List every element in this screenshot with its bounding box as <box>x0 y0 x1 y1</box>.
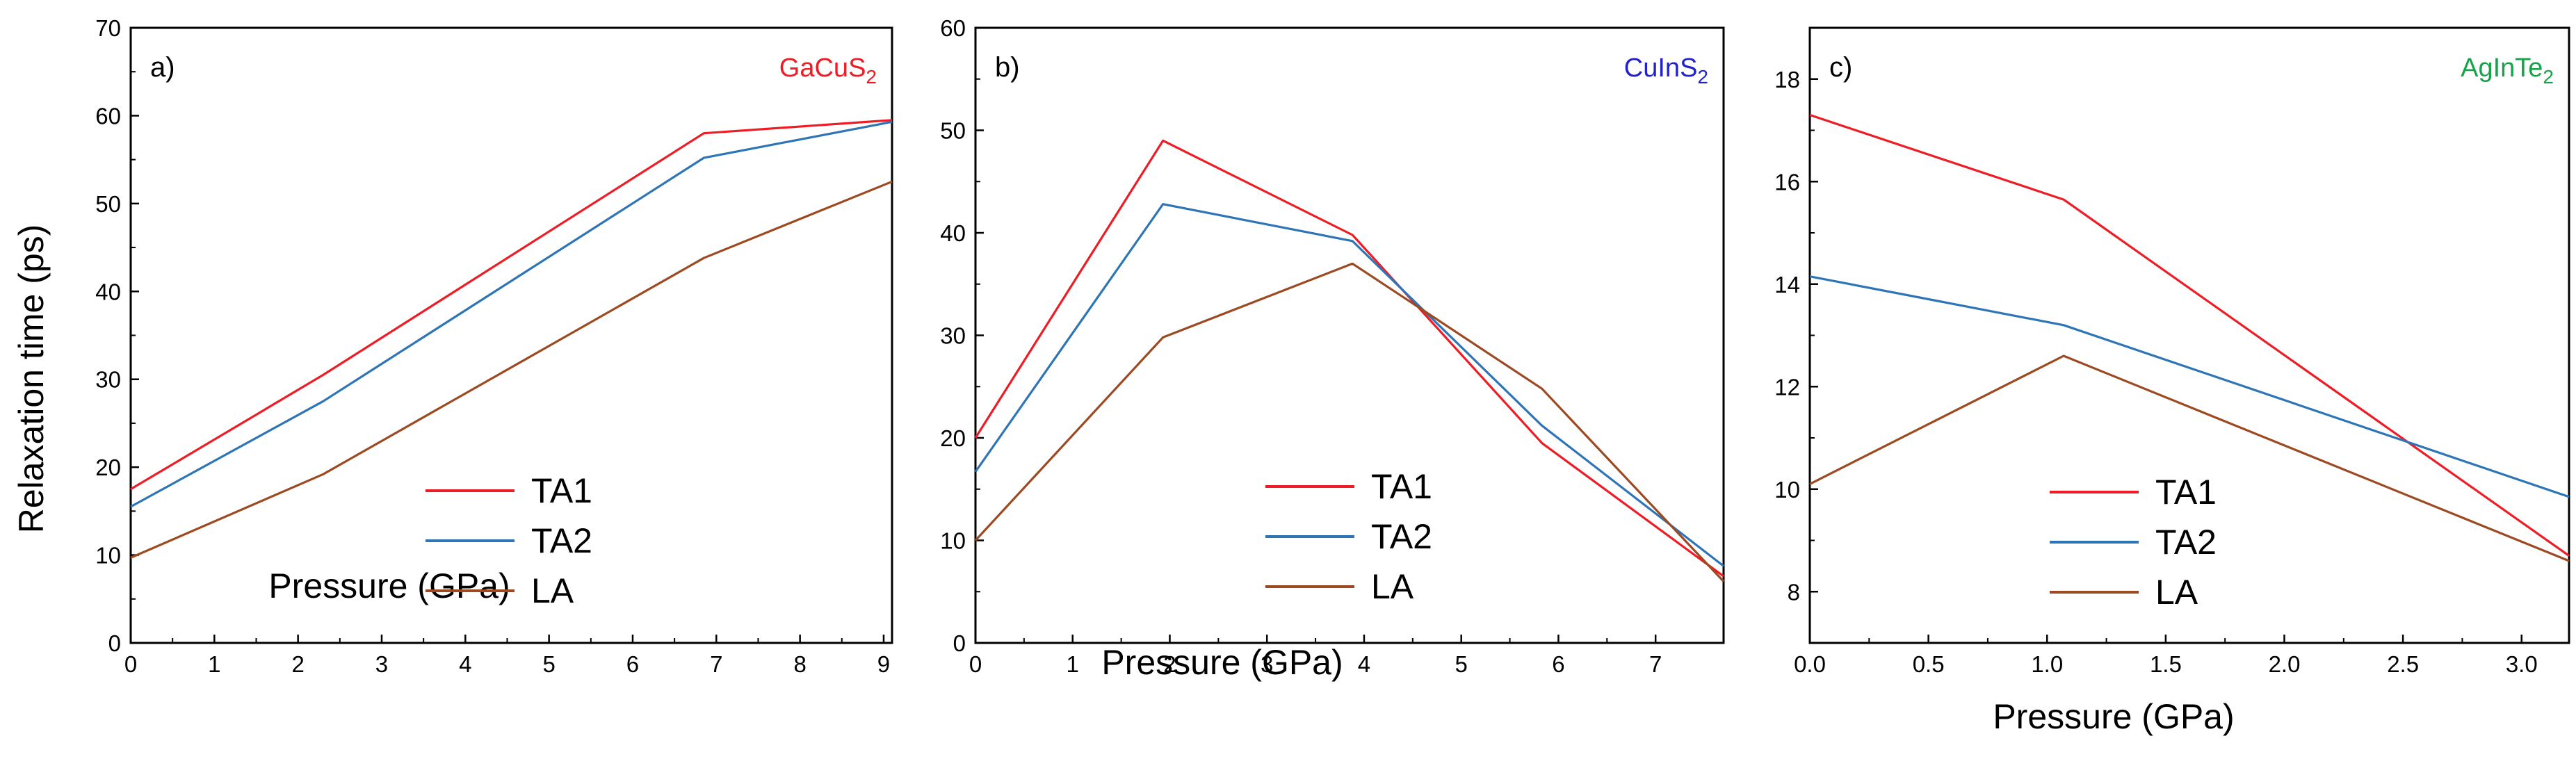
y-tick-label: 40 <box>940 220 966 246</box>
y-tick-label: 60 <box>95 103 121 129</box>
legend-label-la: LA <box>2155 573 2198 612</box>
x-tick-label: 1 <box>208 651 220 677</box>
x-tick-label: 3.0 <box>2506 651 2538 677</box>
x-tick-label: 1.5 <box>2150 651 2182 677</box>
y-tick-label: 0 <box>953 630 966 656</box>
y-tick-label: 50 <box>95 191 121 217</box>
x-tick-label: 0.5 <box>1913 651 1945 677</box>
legend-label-ta2: TA2 <box>1371 517 1432 556</box>
y-tick-label: 30 <box>940 323 966 349</box>
panel-label: b) <box>995 52 1020 83</box>
compound-title: CuInS2 <box>1624 54 1708 88</box>
compound-name: AgInTe <box>2461 54 2543 83</box>
x-tick-label: 2 <box>1163 651 1176 677</box>
panel-label: a) <box>150 52 175 83</box>
panel-label: c) <box>1829 52 1852 83</box>
x-tick-label: 2 <box>291 651 304 677</box>
y-tick-label: 10 <box>1774 477 1800 503</box>
legend-label-ta2: TA2 <box>2155 523 2217 562</box>
x-tick-label: 9 <box>877 651 890 677</box>
x-tick-label: 5 <box>542 651 555 677</box>
series-line-la <box>1809 354 2570 562</box>
compound-subscript: 2 <box>866 66 877 88</box>
x-tick-label: 0.0 <box>1794 651 1826 677</box>
y-tick-label: 0 <box>108 630 121 656</box>
y-tick-label: 12 <box>1774 374 1800 400</box>
series-line-ta2 <box>974 203 1724 567</box>
compound-title: AgInTe2 <box>2461 54 2554 88</box>
x-axis-title: Pressure (GPa) <box>1101 643 1343 682</box>
y-tick-label: 20 <box>940 425 966 451</box>
plot-frame <box>129 26 893 644</box>
x-axis-title: Pressure (GPa) <box>268 566 510 605</box>
series-line-ta1 <box>130 119 893 491</box>
compound-name: CuInS <box>1624 54 1698 83</box>
x-tick-label: 7 <box>1649 651 1662 677</box>
x-tick-label: 0 <box>124 651 137 677</box>
x-tick-label: 5 <box>1455 651 1468 677</box>
series-line-la <box>130 180 893 559</box>
compound-subscript: 2 <box>2543 66 2554 88</box>
y-tick-label: 50 <box>940 118 966 144</box>
y-tick-label: 8 <box>1788 579 1800 605</box>
x-tick-label: 2.0 <box>2269 651 2301 677</box>
y-tick-label: 60 <box>940 15 966 41</box>
x-tick-label: 6 <box>626 651 639 677</box>
compound-subscript: 2 <box>1697 66 1708 88</box>
x-tick-label: 8 <box>793 651 806 677</box>
y-axis-title: Relaxation time (ps) <box>12 225 51 534</box>
series-line-la <box>974 262 1725 582</box>
y-tick-label: 10 <box>940 528 966 554</box>
y-tick-label: 20 <box>95 455 121 480</box>
series-line-ta2 <box>1809 275 2570 498</box>
series-line-ta2 <box>130 120 893 508</box>
x-tick-label: 0 <box>969 651 982 677</box>
y-tick-label: 14 <box>1774 272 1800 297</box>
y-tick-label: 70 <box>95 15 121 41</box>
x-tick-label: 2.5 <box>2387 651 2419 677</box>
panel-c: 0.0 0.5 1.0 1.5 2.0 2.5 3.0 8 10 12 14 16 18 c) AgInTe… <box>1774 26 2570 736</box>
legend-label-la: LA <box>1371 567 1414 606</box>
x-axis-title: Pressure (GPa) <box>1993 697 2234 736</box>
y-tick-label: 10 <box>95 543 121 569</box>
legend-label-ta2: TA2 <box>531 521 592 560</box>
compound-title: GaCuS2 <box>779 54 877 88</box>
series-line-ta1 <box>1809 113 2570 557</box>
compound-name: GaCuS <box>779 54 866 83</box>
x-tick-label: 4 <box>459 651 471 677</box>
plot-frame <box>974 26 1725 644</box>
x-tick-label: 1.0 <box>2031 651 2063 677</box>
x-tick-label: 3 <box>375 651 388 677</box>
x-tick-label: 1 <box>1067 651 1079 677</box>
x-tick-label: 6 <box>1552 651 1564 677</box>
y-tick-label: 18 <box>1774 67 1800 92</box>
legend-label-la: LA <box>531 571 574 610</box>
y-tick-label: 40 <box>95 279 121 304</box>
legend-label-ta1: TA1 <box>1371 467 1432 506</box>
y-tick-label: 30 <box>95 367 121 393</box>
y-tick-label: 16 <box>1774 169 1800 195</box>
x-tick-label: 4 <box>1358 651 1370 677</box>
x-tick-label: 3 <box>1261 651 1273 677</box>
legend-label-ta1: TA1 <box>2155 473 2217 512</box>
x-tick-label: 7 <box>710 651 722 677</box>
legend-label-ta1: TA1 <box>531 471 592 510</box>
series-line-ta1 <box>974 139 1724 578</box>
